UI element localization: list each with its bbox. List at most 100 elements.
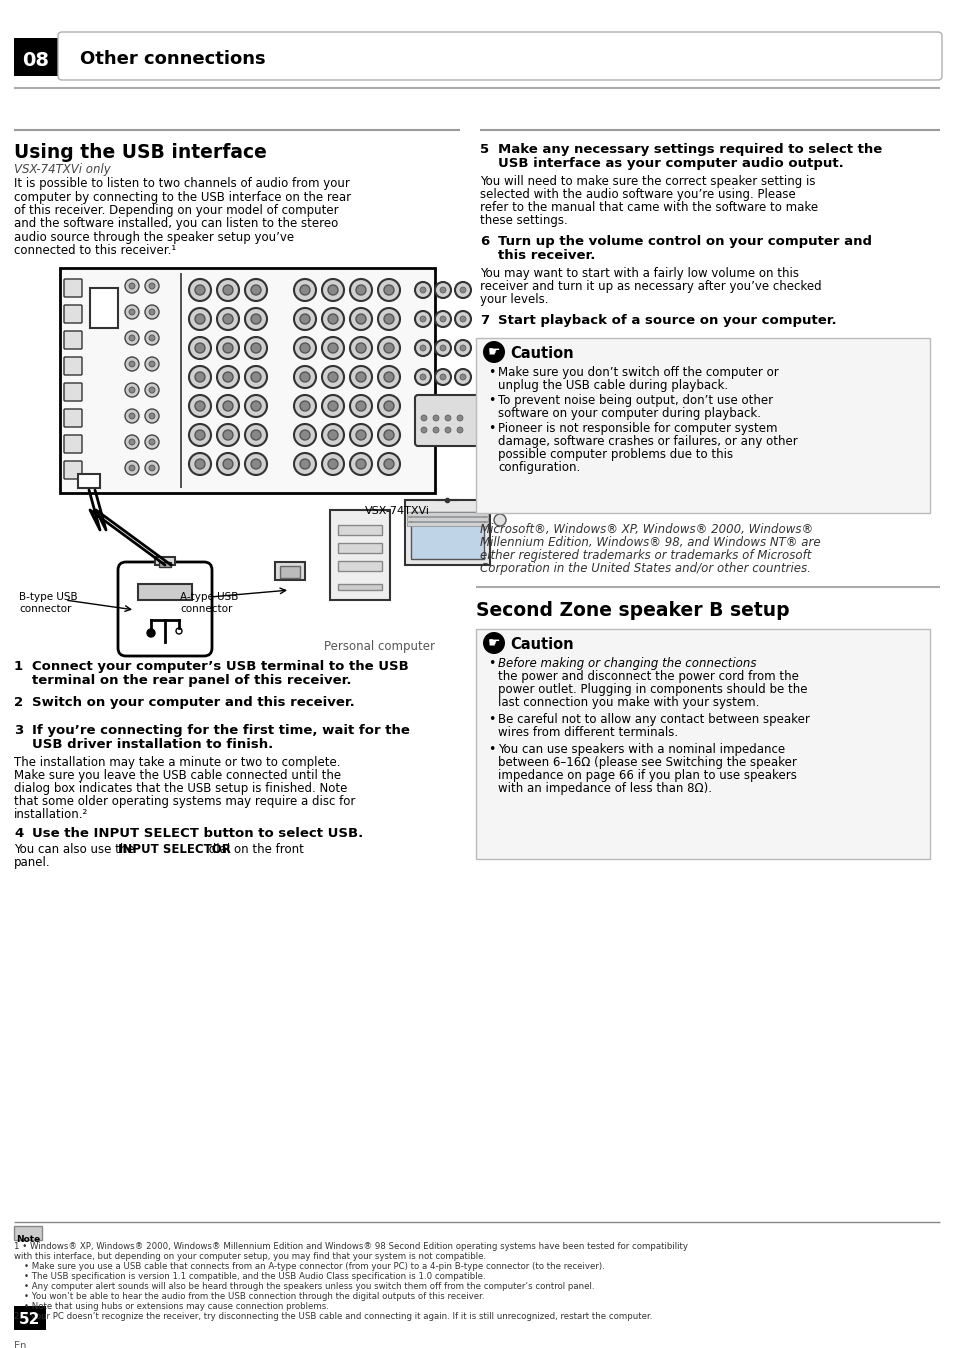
FancyBboxPatch shape [64,461,82,479]
Circle shape [223,372,233,381]
Circle shape [384,400,394,411]
Text: terminal on the rear panel of this receiver.: terminal on the rear panel of this recei… [32,674,351,687]
FancyBboxPatch shape [64,305,82,324]
Circle shape [433,415,438,421]
Text: 2 If your PC doesn’t recognize the receiver, try disconnecting the USB cable and: 2 If your PC doesn’t recognize the recei… [14,1312,652,1321]
Circle shape [384,372,394,381]
Circle shape [149,336,154,341]
Circle shape [355,284,366,295]
Text: installation.²: installation.² [14,807,89,821]
Circle shape [439,315,446,322]
Circle shape [350,279,372,301]
Text: Make sure you leave the USB cable connected until the: Make sure you leave the USB cable connec… [14,768,341,782]
Circle shape [419,287,426,293]
Text: Second Zone speaker B setup: Second Zone speaker B setup [476,601,789,620]
Bar [337,584,381,590]
Text: Turn up the volume control on your computer and: Turn up the volume control on your compu… [497,235,871,248]
Text: 52: 52 [19,1313,41,1328]
Bar [14,1306,46,1330]
Text: B-type USB
connector: B-type USB connector [19,592,77,613]
Circle shape [322,337,344,359]
Circle shape [294,307,315,330]
Circle shape [415,282,431,298]
Circle shape [439,345,446,350]
Text: You will need to make sure the correct speaker setting is: You will need to make sure the correct s… [479,175,815,187]
Circle shape [129,387,135,394]
Circle shape [251,400,261,411]
Circle shape [377,395,399,417]
Text: Connect your computer’s USB terminal to the USB: Connect your computer’s USB terminal to … [32,661,408,673]
Text: Make any necessary settings required to select the: Make any necessary settings required to … [497,143,882,156]
Bar [280,566,299,578]
Circle shape [129,361,135,367]
Circle shape [223,342,233,353]
Text: • Any computer alert sounds will also be heard through the speakers unless you s: • Any computer alert sounds will also be… [24,1282,594,1291]
Circle shape [245,395,267,417]
Circle shape [435,398,451,414]
Bar [405,500,490,565]
Circle shape [350,307,372,330]
Circle shape [459,403,465,408]
Circle shape [251,342,261,353]
Circle shape [129,283,135,288]
Circle shape [216,425,239,446]
Circle shape [419,315,426,322]
Circle shape [433,427,438,433]
Circle shape [435,340,451,356]
Circle shape [419,373,426,380]
Circle shape [223,314,233,324]
Circle shape [355,372,366,381]
Text: Personal computer: Personal computer [324,640,435,652]
Text: connected to this receiver.¹: connected to this receiver.¹ [14,244,176,257]
Circle shape [435,282,451,298]
Circle shape [350,453,372,474]
Text: You can also use the: You can also use the [14,842,138,856]
Text: 6: 6 [479,235,489,248]
Circle shape [350,425,372,446]
Bar [138,584,192,600]
Circle shape [223,400,233,411]
Circle shape [125,305,139,319]
Circle shape [189,395,211,417]
Circle shape [223,430,233,439]
Circle shape [459,345,465,350]
Circle shape [322,453,344,474]
Bar [337,543,381,553]
Text: • Note that using hubs or extensions may cause connection problems.: • Note that using hubs or extensions may… [24,1302,329,1312]
Circle shape [149,387,154,394]
Circle shape [482,632,504,654]
Circle shape [145,383,159,398]
Circle shape [189,337,211,359]
Circle shape [299,460,310,469]
Text: You can use speakers with a nominal impedance: You can use speakers with a nominal impe… [497,743,784,756]
Text: computer by connecting to the USB interface on the rear: computer by connecting to the USB interf… [14,190,351,204]
Bar [407,518,488,520]
Circle shape [129,412,135,419]
Text: En: En [14,1341,27,1348]
Circle shape [377,279,399,301]
Bar [159,562,171,568]
Circle shape [482,341,504,363]
Text: 3: 3 [14,724,23,737]
Circle shape [216,279,239,301]
Text: and the software installed, you can listen to the stereo: and the software installed, you can list… [14,217,338,231]
Circle shape [355,400,366,411]
Circle shape [377,307,399,330]
Circle shape [415,398,431,414]
Circle shape [299,284,310,295]
Text: selected with the audio software you’re using. Please: selected with the audio software you’re … [479,187,795,201]
FancyBboxPatch shape [118,562,212,656]
Circle shape [415,311,431,328]
Circle shape [294,279,315,301]
Text: It is possible to listen to two channels of audio from your: It is possible to listen to two channels… [14,177,350,190]
Circle shape [145,435,159,449]
Text: You may want to start with a fairly low volume on this: You may want to start with a fairly low … [479,267,799,280]
Circle shape [439,403,446,408]
Circle shape [251,284,261,295]
Circle shape [299,400,310,411]
Circle shape [355,460,366,469]
Circle shape [251,430,261,439]
Circle shape [251,372,261,381]
Text: receiver and turn it up as necessary after you’ve checked: receiver and turn it up as necessary aft… [479,280,821,293]
Circle shape [145,357,159,371]
